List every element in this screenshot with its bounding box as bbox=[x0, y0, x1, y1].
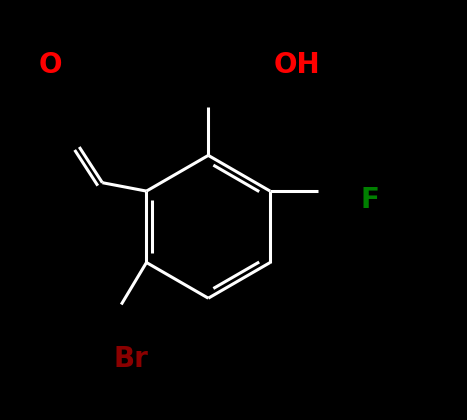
Text: Br: Br bbox=[113, 345, 148, 373]
Text: OH: OH bbox=[273, 51, 320, 79]
Text: O: O bbox=[39, 51, 63, 79]
Text: F: F bbox=[361, 186, 379, 213]
